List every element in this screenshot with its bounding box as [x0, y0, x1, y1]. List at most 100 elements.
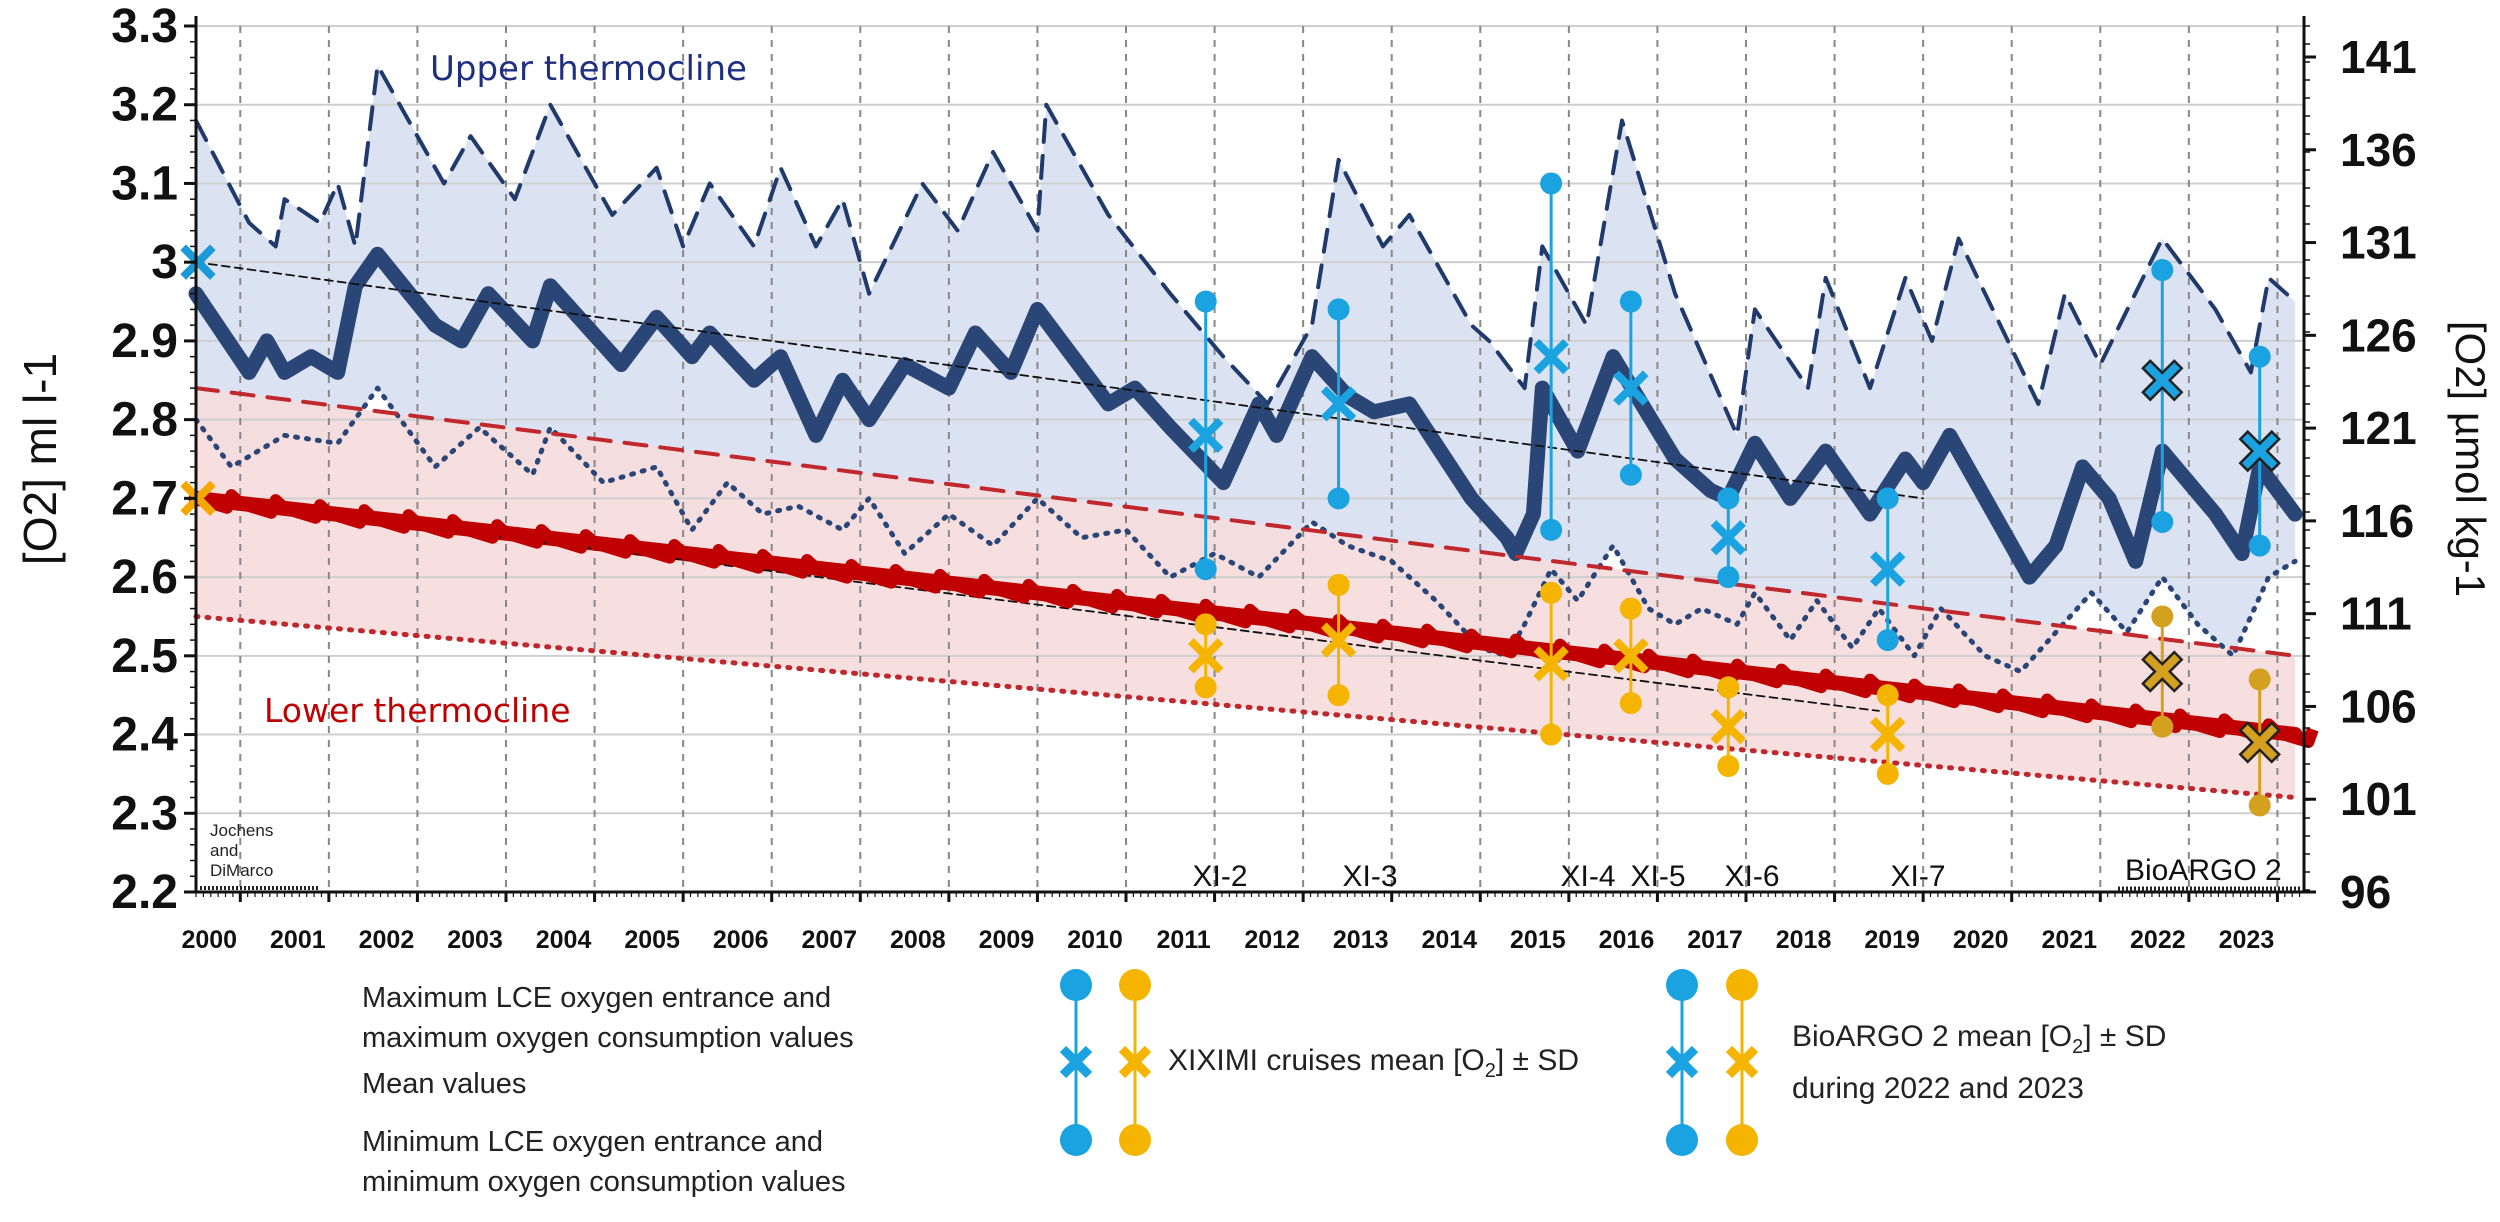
right-tick-label: 136 [2340, 124, 2417, 176]
legend-x-stroke [1725, 1045, 1759, 1079]
xiximi-lower-XI-6-sd-low [1717, 755, 1740, 778]
legend-min-line1: Minimum LCE oxygen entrance and [362, 1126, 824, 1158]
x-tick-label: 2004 [536, 926, 592, 954]
x-tick-label: 2021 [2041, 926, 2097, 954]
xiximi-blue-legend-x [1059, 1045, 1093, 1079]
mean-x-stroke [1710, 709, 1746, 745]
xiximi-upper-XI-2-mean-marker [1188, 417, 1224, 454]
xiximi-upper-XI-2-sd-high [1194, 290, 1217, 313]
left-tick-label: 3.3 [111, 0, 178, 53]
xiximi-lower-XI-4-sd-low [1540, 723, 1563, 746]
xiximi-lower-XI-2-mean-marker [1188, 638, 1224, 674]
mean-x-stroke [2144, 653, 2180, 690]
xiximi-upper-XI-5-sd-high [1619, 290, 1642, 313]
left-tick-label: 2.3 [111, 787, 178, 840]
xiximi-upper-XI-7-sd-high [1876, 487, 1899, 510]
xiximi-blue-legend-bottom [1060, 1124, 1092, 1156]
mean-x-stroke [1320, 622, 1357, 658]
xiximi-lower-XI-6-mean-marker [1710, 709, 1746, 745]
left-tick-label: 2.5 [111, 630, 178, 683]
legend-max-line1: Maximum LCE oxygen entrance and [362, 982, 832, 1014]
start-marker-1 [180, 480, 216, 517]
bioargo-orange-legend-bottom [1726, 1124, 1758, 1156]
bioargo-upper-0-mean-marker [2141, 359, 2184, 402]
xiximi-orange-legend-x [1118, 1045, 1152, 1079]
jochens-annotation-line: Jochens [210, 821, 273, 840]
mean-x-stroke [1710, 520, 1746, 556]
xiximi-upper-XI-4-mean-marker [1533, 338, 1569, 375]
axes: 2.2 2.3 2.4 2.5 2.6 2.7 2.8 2.9 3 3.1 3.2 3.3 96 101 1… [14, 0, 2494, 954]
xiximi-lower-XI-4-mean-marker [1533, 646, 1569, 682]
xiximi-upper-XI-3-mean-marker [1320, 386, 1357, 422]
series-lower-thermocline-maximum [194, 386, 2298, 658]
mean-x-stroke [1533, 646, 1569, 682]
bioargo-upper-1-sd-high [2248, 345, 2271, 368]
left-tick-label: 2.7 [111, 472, 178, 525]
xiximi-lower-XI-7-mean-marker [1870, 716, 1906, 753]
bioargo-lower-1-sd-high [2248, 668, 2271, 691]
mean-x-stroke [1533, 338, 1569, 375]
x-tick-label: 2009 [979, 926, 1035, 954]
legend-xiximi-suffix: ] ± SD [1495, 1044, 1580, 1077]
xiximi-orange-legend-bottom [1119, 1124, 1151, 1156]
xiximi-lower-XI-4-sd-high [1540, 581, 1563, 604]
right-tick-label: 126 [2340, 309, 2417, 361]
xiximi-lower-XI-5-sd-high [1619, 597, 1642, 620]
xiximi-lower-XI-3-sd-low [1327, 684, 1350, 707]
legend-bioargo-prefix: BioARGO 2 mean [O [1792, 1020, 2073, 1053]
series-upper-thermocline-minimum [193, 385, 2298, 675]
xiximi-blue-legend-top [1060, 969, 1092, 1001]
bioargo-blue-legend-bottom [1666, 1124, 1698, 1156]
legend-bioargo-sub: 2 [2072, 1036, 2084, 1058]
x-tick-label: 2000 [181, 926, 237, 954]
xiximi-upper-XI-5-sd-low [1619, 463, 1642, 486]
x-tick-label: 2002 [359, 926, 415, 954]
xiximi-lower-XI-7-sd-high [1876, 684, 1899, 707]
x-tick-label: 2008 [890, 926, 946, 954]
xiximi-upper-XI-4-sd-high [1540, 172, 1563, 195]
mean-x-stroke [1613, 370, 1649, 406]
xiximi-lower-XI-6-sd-high [1717, 676, 1740, 699]
mean-x-stroke [1870, 551, 1906, 587]
x-tick-label: 2016 [1599, 926, 1655, 954]
series-upper-trend [195, 261, 1924, 500]
left-tick-label: 3.1 [111, 157, 178, 210]
x-tick-label: 2006 [713, 926, 769, 954]
series-upper-thermocline-maximum [194, 63, 2298, 438]
xiximi-lower-XI-2-sd-high [1194, 613, 1217, 636]
left-tick-label: 3.2 [111, 79, 178, 132]
legend-x-stroke [1665, 1045, 1699, 1079]
upper-thermocline-envelope [196, 65, 2296, 672]
xiximi-upper-XI-6-sd-high [1717, 487, 1740, 510]
x-tick-label: 2017 [1687, 926, 1743, 954]
bioargo-upper-1-sd-low [2248, 534, 2271, 557]
bioargo-lower-1-mean-marker [2238, 721, 2281, 764]
cruise-markers [180, 172, 2281, 817]
bioargo-blue-legend-x [1665, 1045, 1699, 1079]
right-tick-label: 96 [2340, 866, 2391, 918]
x-tick-label: 2019 [1864, 926, 1920, 954]
left-tick-label: 3 [151, 236, 178, 289]
start-marker-0 [180, 244, 216, 280]
bioargo-upper-1-mean-marker [2238, 429, 2281, 473]
right-axis-title: [O2] µmol kg-1 [2447, 321, 2494, 597]
xiximi-upper-XI-6-mean-marker [1710, 520, 1746, 556]
left-tick-label: 2.6 [111, 551, 178, 604]
xiximi-orange-legend-top [1119, 969, 1151, 1001]
left-tick-label: 2.9 [111, 315, 178, 368]
xiximi-upper-XI-5-mean-marker [1613, 370, 1649, 406]
bioargo-lower-0-sd-low [2151, 715, 2174, 738]
legend-mean: Mean values [362, 1068, 527, 1100]
mean-x-stroke [1320, 386, 1357, 422]
series-lines [188, 63, 2319, 800]
legend-bioargo-suffix: ] ± SD [2083, 1020, 2167, 1053]
xiximi-lower-XI-5-mean-marker [1613, 638, 1649, 674]
left-tick-label: 2.8 [111, 394, 178, 447]
cruise-label-XI-5: XI-5 [1630, 860, 1685, 893]
legend-xiximi: XIXIMI cruises mean [O2] ± SD [1168, 1044, 1579, 1083]
right-tick-label: 121 [2340, 402, 2417, 454]
bioargo-upper-0-sd-high [2151, 259, 2174, 282]
x-tick-label: 2014 [1421, 926, 1477, 954]
legend-x-stroke [1118, 1045, 1152, 1079]
